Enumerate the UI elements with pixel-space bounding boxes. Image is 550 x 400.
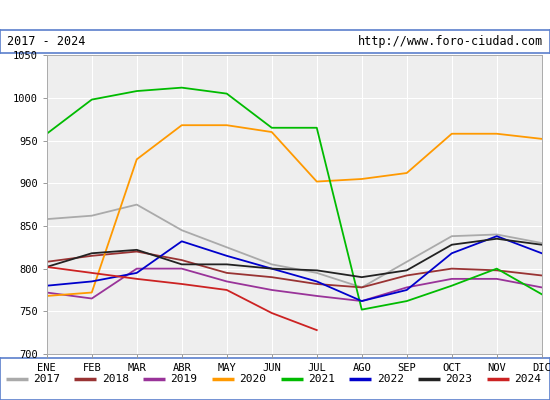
Text: 2022: 2022	[377, 374, 404, 384]
Text: http://www.foro-ciudad.com: http://www.foro-ciudad.com	[358, 35, 543, 48]
Text: 2019: 2019	[170, 374, 197, 384]
Text: 2017: 2017	[33, 374, 60, 384]
Text: 2024: 2024	[514, 374, 541, 384]
Text: 2020: 2020	[239, 374, 266, 384]
Text: 2021: 2021	[308, 374, 335, 384]
Text: Evolucion del paro registrado en Dúrcal: Evolucion del paro registrado en Dúrcal	[87, 8, 463, 24]
Text: 2023: 2023	[446, 374, 472, 384]
Text: 2017 - 2024: 2017 - 2024	[7, 35, 85, 48]
Text: 2018: 2018	[102, 374, 129, 384]
